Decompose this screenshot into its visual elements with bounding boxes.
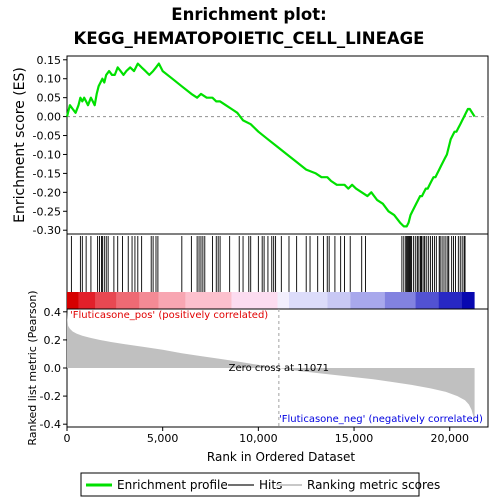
- color-bar-segment: [327, 292, 351, 309]
- es-ytick-label: -0.10: [33, 148, 61, 161]
- color-bar-segment: [384, 292, 416, 309]
- es-ytick-label: -0.30: [33, 224, 61, 237]
- enrichment-profile-line: [65, 62, 476, 228]
- ranking-metric-area: [67, 311, 475, 422]
- es-ytick-label: 0.10: [37, 73, 62, 86]
- hits-panel: [66, 233, 489, 310]
- chart-title-line2: KEGG_HEMATOPOIETIC_CELL_LINEAGE: [74, 29, 425, 48]
- color-bar-segment: [158, 292, 186, 309]
- x-tick-label: 10,000: [239, 432, 278, 445]
- x-tick-label: 5,000: [147, 432, 179, 445]
- color-bar-segment: [116, 292, 140, 309]
- legend: Enrichment profile Hits Ranking metric s…: [80, 472, 440, 497]
- positive-correlation-label: 'Fluticasone_pos' (positively correlated…: [70, 310, 268, 321]
- metric-ytick-label: -0.4: [40, 418, 61, 431]
- legend-label-hits: Hits: [259, 478, 282, 492]
- color-bar-segment: [185, 292, 232, 309]
- color-bar-segment: [231, 292, 278, 309]
- x-axis-title: Rank in Ordered Dataset: [207, 450, 355, 464]
- color-bar-segment: [288, 292, 328, 309]
- color-bar-segment: [277, 292, 289, 309]
- es-panel: 0.15 0.10 0.05 0.00 -0.05 -0.10 -0.15 -0.20 -0.2…: [12, 54, 489, 237]
- color-bar-segment: [67, 292, 79, 309]
- color-bar-segment: [139, 292, 159, 309]
- negative-correlation-label: 'Fluticasone_neg' (negatively correlated…: [279, 414, 483, 425]
- metric-ytick-label: 0.0: [44, 362, 62, 375]
- color-bar-segment: [95, 292, 117, 309]
- legend-label-ranking-metric: Ranking metric scores: [307, 478, 440, 492]
- legend-label-enrichment-profile: Enrichment profile: [117, 478, 228, 492]
- zero-cross-label: Zero cross at 11071: [229, 363, 329, 374]
- es-ytick-label: -0.15: [33, 167, 61, 180]
- metric-ytick-label: 0.2: [44, 334, 62, 347]
- color-bar-segment: [438, 292, 462, 309]
- es-ytick-label: -0.05: [33, 130, 61, 143]
- color-bar-segment: [461, 292, 475, 309]
- es-ytick-label: -0.20: [33, 186, 61, 199]
- x-tick-label: 20,000: [430, 432, 469, 445]
- es-ytick-label: -0.25: [33, 205, 61, 218]
- color-bar-segment: [350, 292, 385, 309]
- color-bar-segment: [78, 292, 96, 309]
- metric-ytick-label: -0.2: [40, 390, 61, 403]
- es-ytick-label: 0.05: [37, 92, 62, 105]
- metric-ytick-label: 0.4: [44, 306, 62, 319]
- es-y-axis-title: Enrichment score (ES): [12, 67, 28, 223]
- metric-y-axis-title: Ranked list metric (Pearson): [26, 290, 39, 445]
- es-ytick-label: 0.00: [37, 111, 62, 124]
- chart-title-line1: Enrichment plot:: [171, 5, 326, 24]
- x-tick-label: 15,000: [335, 432, 374, 445]
- es-ytick-label: 0.15: [37, 54, 62, 67]
- x-tick-label: 0: [64, 432, 71, 445]
- color-bar-segment: [415, 292, 439, 309]
- metric-panel: 0.4 0.2 0.0 -0.2 -0.4 0 5,000 10,000 15,000 20,0…: [26, 290, 489, 464]
